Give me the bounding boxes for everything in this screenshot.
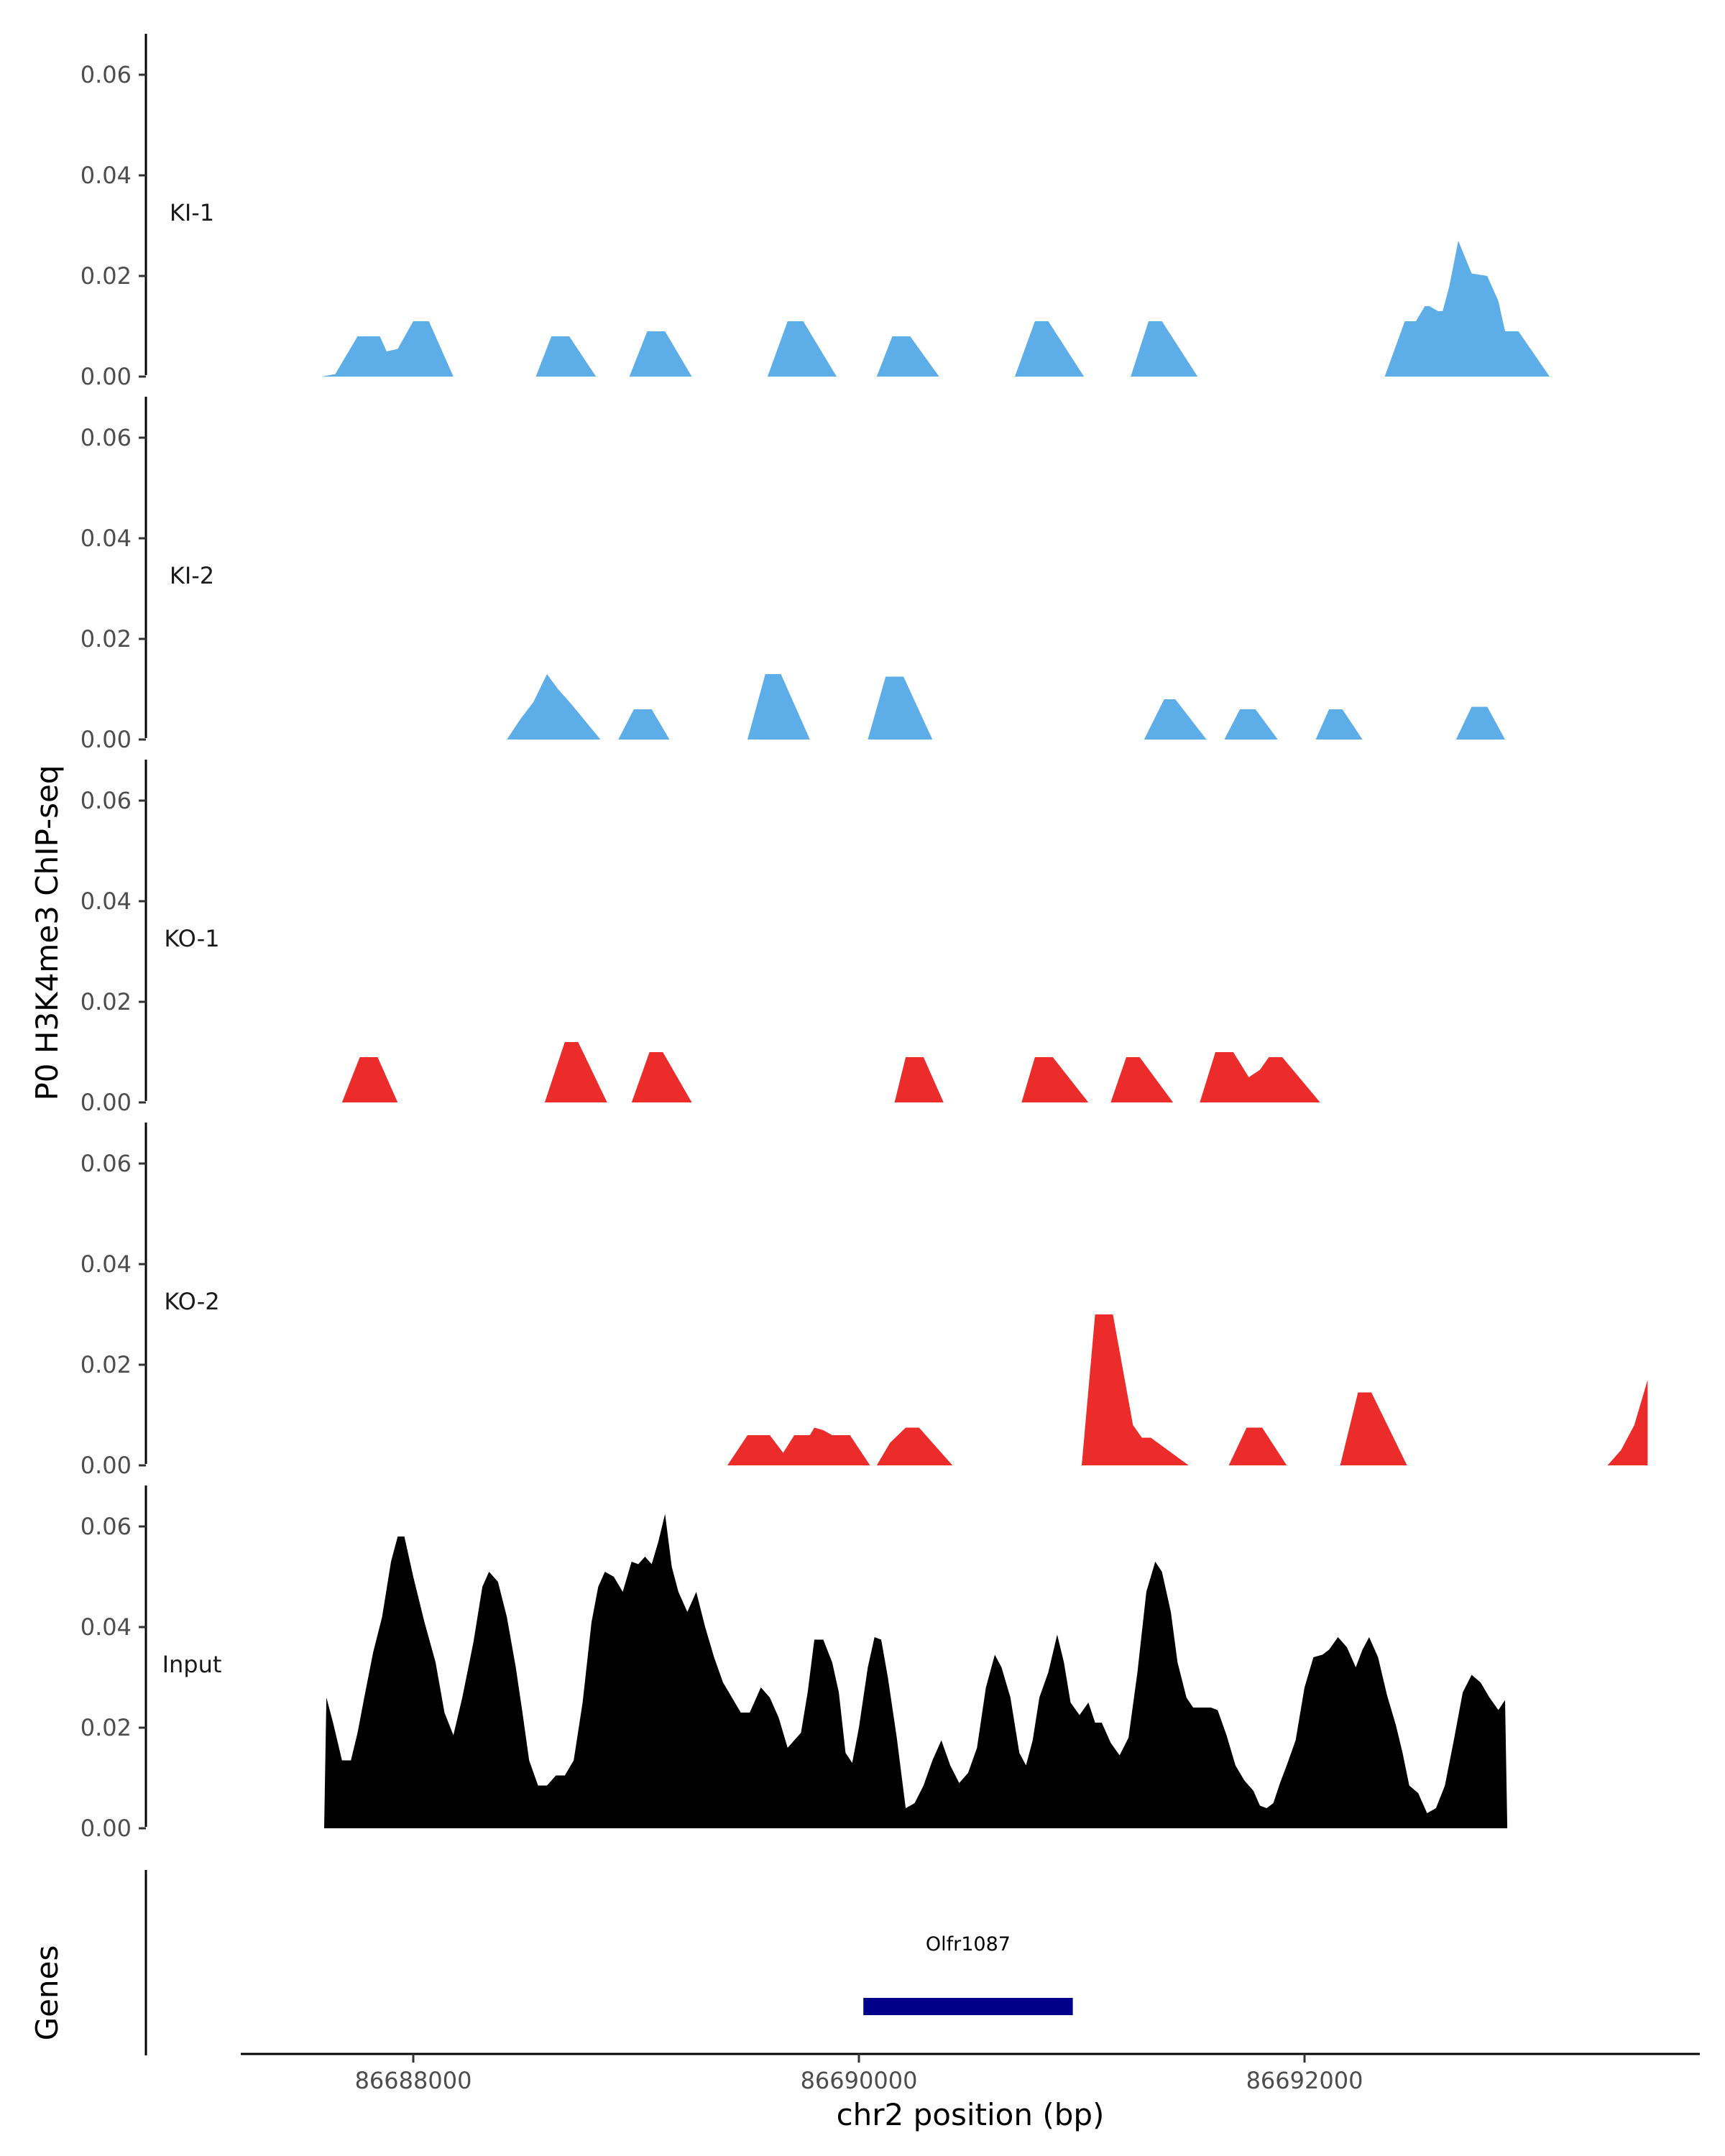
coverage-area-ki-1 [321, 241, 1550, 377]
y-tick-label: 0.02 [80, 988, 132, 1015]
x-tick-label: 86692000 [1246, 2067, 1363, 2094]
track-label: Input [162, 1651, 222, 1678]
x-tick-label: 86690000 [801, 2067, 918, 2094]
track-ko-2: 0.00 0.02 0.04 0.06 KO-2 [80, 1123, 1648, 1479]
y-tick-label: 0.06 [80, 787, 132, 814]
x-axis: 86688000 86690000 86692000 [241, 2053, 1700, 2094]
y-tick-label: 0.04 [80, 888, 132, 915]
y-tick-label: 0.00 [80, 363, 132, 390]
y-tick-label: 0.00 [80, 1452, 132, 1479]
y-tick-label: 0.00 [80, 1815, 132, 1842]
track-label: KI-2 [170, 562, 214, 589]
y-tick-label: 0.02 [80, 262, 132, 290]
y-tick-label: 0.04 [80, 1613, 132, 1641]
track-label: KI-1 [170, 199, 214, 226]
track-ko-1: 0.00 0.02 0.04 0.06 KO-1 [80, 760, 1320, 1116]
coverage-area-ko-1 [341, 1042, 1320, 1102]
y-tick-label: 0.04 [80, 162, 132, 189]
tracks-layer: 0.00 0.02 0.04 0.06 KI-1 0.00 0.02 0.04 0.06 KI-2… [80, 34, 1648, 1842]
x-tick-label: 86688000 [355, 2067, 472, 2094]
y-tick-label: 0.00 [80, 1089, 132, 1116]
track-ki-1: 0.00 0.02 0.04 0.06 KI-1 [80, 34, 1550, 390]
genes-track: Olfr1087 [144, 1870, 1073, 2055]
y-tick-label: 0.02 [80, 1351, 132, 1378]
coverage-area-ko-2 [727, 1314, 1648, 1465]
y-tick-label: 0.02 [80, 625, 132, 653]
track-label: KO-2 [164, 1288, 219, 1315]
y-tick-label: 0.02 [80, 1714, 132, 1741]
track-label: KO-1 [164, 925, 219, 952]
y-tick-label: 0.04 [80, 525, 132, 552]
y-tick-label: 0.06 [80, 1513, 132, 1540]
y-tick-label: 0.06 [80, 61, 132, 88]
track-ki-2: 0.00 0.02 0.04 0.06 KI-2 [80, 397, 1506, 753]
track-input: 0.00 0.02 0.04 0.06 Input [80, 1485, 1508, 1842]
genes-axis-title: Genes [29, 1945, 65, 2041]
coverage-area-input [324, 1514, 1508, 1828]
gene-label: Olfr1087 [926, 1933, 1011, 1955]
coverage-area-ki-2 [507, 674, 1506, 740]
y-tick-label: 0.04 [80, 1250, 132, 1278]
y-tick-label: 0.06 [80, 424, 132, 451]
gene-body [863, 1998, 1073, 2015]
y-tick-label: 0.00 [80, 726, 132, 753]
y-tick-label: 0.06 [80, 1150, 132, 1177]
y-axis-title: P0 H3K4me3 ChIP-seq [29, 765, 65, 1100]
x-axis-title: chr2 position (bp) [837, 2097, 1105, 2132]
